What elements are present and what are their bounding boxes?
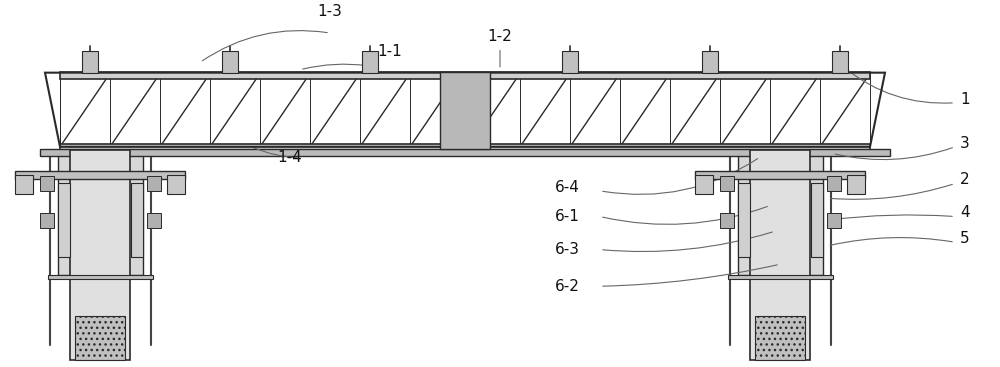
Bar — [755, 316, 805, 360]
Bar — [562, 51, 578, 73]
Bar — [826, 176, 840, 191]
Text: 1: 1 — [960, 92, 970, 106]
Text: 3: 3 — [960, 136, 970, 150]
Bar — [40, 176, 54, 191]
Bar — [130, 184, 143, 257]
Bar — [832, 51, 848, 73]
Text: 4: 4 — [960, 206, 970, 220]
Bar — [147, 213, 161, 228]
Text: 6-2: 6-2 — [555, 279, 580, 294]
Bar — [720, 176, 734, 191]
Text: 1-3: 1-3 — [318, 4, 342, 18]
Bar — [167, 175, 185, 194]
Bar — [75, 316, 125, 360]
Bar — [738, 184, 750, 257]
Bar — [738, 150, 822, 275]
Bar — [82, 51, 98, 73]
Bar — [695, 175, 713, 194]
Bar — [60, 144, 870, 150]
Bar — [810, 184, 822, 257]
Text: 2: 2 — [960, 172, 970, 187]
Bar — [720, 213, 734, 228]
Bar — [847, 175, 865, 194]
Bar — [60, 72, 870, 79]
Bar — [40, 213, 54, 228]
Bar — [48, 275, 153, 279]
Bar — [40, 149, 890, 156]
Bar — [222, 51, 238, 73]
Bar — [750, 150, 810, 360]
Bar — [440, 72, 490, 149]
Text: 1-2: 1-2 — [488, 29, 512, 44]
Bar — [826, 213, 840, 228]
Text: 6-3: 6-3 — [555, 242, 580, 257]
Bar — [728, 275, 832, 279]
Bar — [362, 51, 378, 73]
Bar — [147, 176, 161, 191]
Bar — [70, 150, 130, 360]
Text: 6-1: 6-1 — [555, 209, 580, 224]
Text: 1-1: 1-1 — [378, 44, 402, 59]
Bar — [15, 175, 33, 194]
Bar — [58, 150, 143, 275]
Text: 6-4: 6-4 — [555, 180, 580, 195]
Text: 5: 5 — [960, 231, 970, 246]
Bar — [58, 184, 70, 257]
Text: 1-4: 1-4 — [278, 150, 302, 165]
Bar — [15, 171, 185, 179]
Bar — [695, 171, 865, 179]
Bar — [702, 51, 718, 73]
